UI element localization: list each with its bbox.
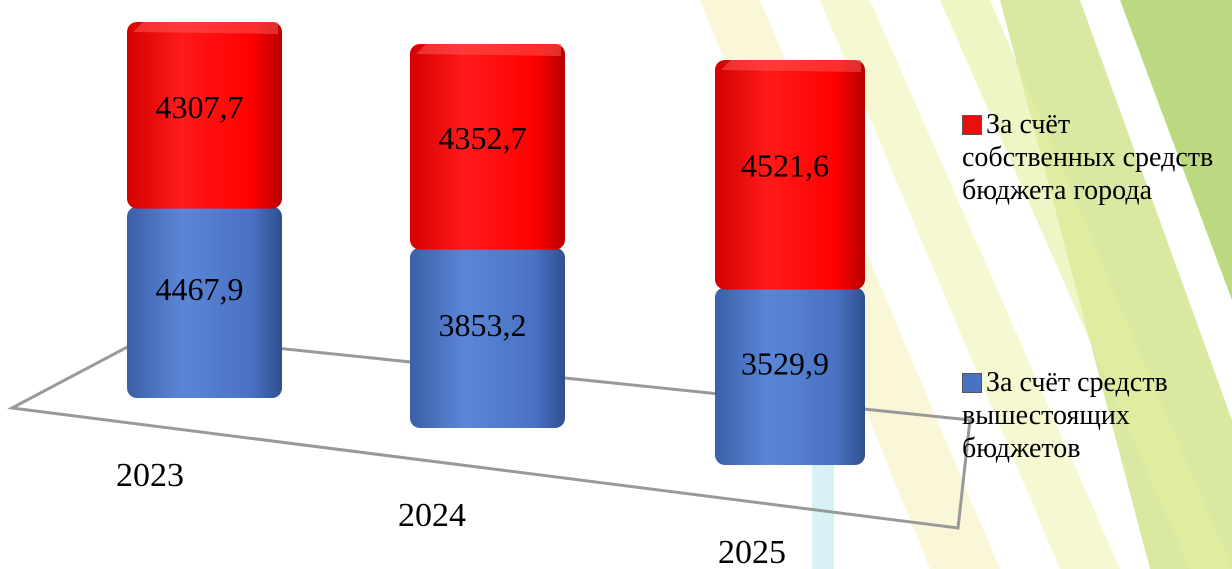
data-label: 3529,9 xyxy=(741,346,829,382)
data-label: 4467,9 xyxy=(156,271,244,307)
page: {"chart_data": {"type": "bar3d-stacked",… xyxy=(0,0,1232,569)
legend-swatch xyxy=(962,373,982,393)
chart: 4467,9 4307,7 2023 3853,2 4352,7 2024 3529,9 45… xyxy=(0,0,1232,569)
x-tick-label: 2025 xyxy=(718,534,786,569)
data-label: 3853,2 xyxy=(439,307,527,343)
bar-top xyxy=(416,44,561,56)
data-label: 4307,7 xyxy=(156,89,244,125)
x-tick-label: 2023 xyxy=(116,457,184,494)
data-label: 4352,7 xyxy=(439,120,527,156)
bar-top xyxy=(133,22,278,34)
legend-swatch xyxy=(962,115,982,135)
legend-label: За счёт собственных средств бюджета горо… xyxy=(962,109,1213,206)
data-label: 4521,6 xyxy=(741,148,829,184)
x-tick-label: 2024 xyxy=(398,497,466,534)
legend-item: За счёт средств вышестоящих бюджетов xyxy=(962,366,1227,465)
bar-top xyxy=(721,60,861,72)
legend-item: За счёт собственных средств бюджета горо… xyxy=(962,108,1227,207)
legend-label: За счёт средств вышестоящих бюджетов xyxy=(962,367,1168,464)
